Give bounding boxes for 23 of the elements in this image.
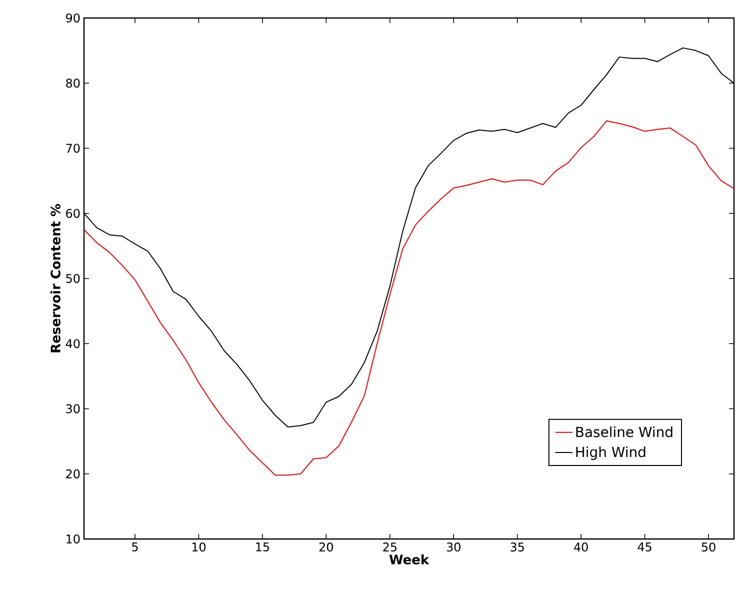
x-tick-label: 50 bbox=[702, 542, 716, 552]
x-tick-label: 25 bbox=[383, 542, 396, 552]
y-axis-title: Reservoir Content % bbox=[50, 204, 60, 352]
y-tick-label: 80 bbox=[66, 78, 80, 88]
y-tick-label: 10 bbox=[66, 534, 80, 544]
x-axis-title: Week bbox=[389, 554, 430, 564]
x-tick-label: 45 bbox=[638, 542, 652, 552]
y-tick-label: 40 bbox=[66, 339, 80, 348]
x-tick-label: 35 bbox=[510, 542, 524, 552]
y-tick-label: 30 bbox=[66, 404, 80, 414]
x-tick-label: 10 bbox=[192, 542, 206, 552]
legend-label: Baseline Wind bbox=[576, 426, 672, 438]
x-tick-label: 20 bbox=[319, 542, 333, 552]
x-tick-label: 15 bbox=[256, 542, 269, 552]
x-tick-label: 40 bbox=[574, 542, 588, 552]
y-tick-label: 60 bbox=[66, 208, 80, 218]
x-tick-label: 30 bbox=[446, 542, 460, 552]
y-tick-label: 20 bbox=[66, 469, 80, 478]
y-tick-label: 90 bbox=[66, 13, 80, 23]
x-tick-label: 5 bbox=[132, 542, 138, 552]
legend-label: High Wind bbox=[576, 446, 646, 460]
y-tick-label: 50 bbox=[66, 274, 80, 284]
y-tick-label: 70 bbox=[66, 144, 80, 153]
